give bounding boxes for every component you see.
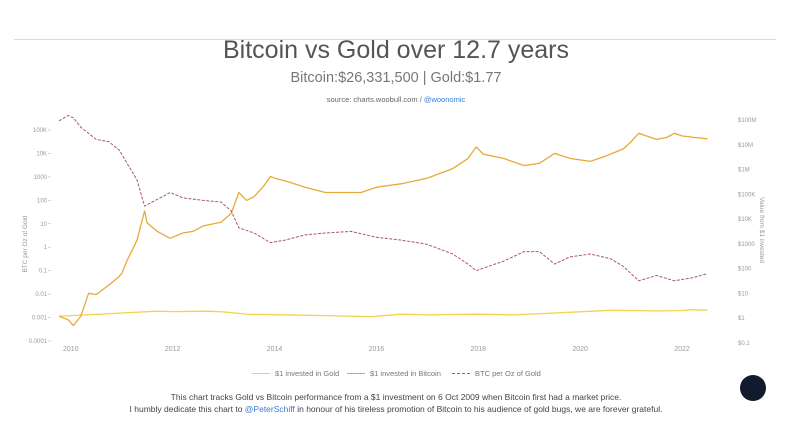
x-tick-label: 2010: [63, 346, 79, 353]
right-tick-label: $1000: [738, 242, 755, 248]
left-tick-label: 100: [37, 198, 48, 204]
left-tick-label: 10K: [36, 151, 47, 157]
footer-line-2-pre: I humbly dedicate this chart to: [129, 404, 245, 414]
legend-swatch-bitcoin: [347, 373, 365, 374]
floating-action-button[interactable]: [740, 375, 766, 401]
right-axis-ticks: $100M $10M $1M $100K $10K $1000 $100 $10 $1 $0.1: [738, 118, 756, 347]
legend-label-bitcoin: $1 invested in Bitcoin: [370, 369, 441, 378]
chart-legend: $1 invested in Gold $1 invested in Bitco…: [0, 369, 792, 381]
left-tick-label: 1000: [34, 175, 48, 181]
left-tick-label: 0.001: [32, 316, 48, 322]
left-tick-label: 0.1: [39, 269, 48, 275]
legend-label-gold: $1 invested in Gold: [275, 369, 340, 378]
x-axis-ticks: 2010 2012 2014 2016 2018 2020 2022: [63, 346, 690, 353]
left-axis-label: BTC per Oz of Gold: [22, 215, 29, 272]
source-prefix: source: charts.woobull.com /: [326, 95, 424, 104]
left-tick-label: 0.01: [35, 292, 47, 298]
right-tick-label: $100M: [738, 118, 756, 124]
right-tick-label: $10K: [738, 217, 752, 223]
chart-lines: [58, 115, 708, 327]
right-tick-label: $1: [738, 316, 745, 322]
left-tick-label: 10: [40, 222, 47, 228]
footer-line-1: This chart tracks Gold vs Bitcoin perfor…: [170, 392, 622, 402]
gold-investment-line: [58, 309, 708, 318]
right-tick-label: $1M: [738, 168, 750, 174]
legend-swatch-btc-per-oz: [452, 373, 470, 374]
chart-title: Bitcoin vs Gold over 12.7 years: [223, 36, 569, 64]
legend-swatch-gold: [252, 373, 270, 374]
x-tick-label: 2018: [470, 346, 486, 353]
chart-source: source: charts.woobull.com / @woonomic: [0, 95, 792, 104]
btc-per-oz-gold-line: [58, 115, 708, 282]
right-axis-label: Value from $1 invested: [758, 197, 765, 263]
left-tick-label: 1: [44, 245, 48, 251]
legend-item-bitcoin[interactable]: $1 invested in Bitcoin: [347, 369, 441, 378]
source-handle-link[interactable]: @woonomic: [423, 95, 466, 104]
chart-footer-note: This chart tracks Gold vs Bitcoin perfor…: [0, 391, 792, 415]
right-tick-label: $100K: [738, 192, 755, 198]
right-tick-label: $10M: [738, 143, 753, 149]
top-divider: [14, 39, 776, 40]
left-tick-label: 0.0001: [29, 339, 48, 345]
bitcoin-investment-line: [58, 132, 708, 327]
footer-line-2: I humbly dedicate this chart to @PeterSc…: [0, 403, 792, 415]
legend-item-btc-per-oz[interactable]: BTC per Oz of Gold: [452, 369, 541, 378]
footer-handle-link[interactable]: @PeterSchiff: [244, 404, 295, 414]
x-tick-label: 2012: [165, 346, 181, 353]
right-tick-label: $100: [738, 267, 752, 273]
chart-subtitle: Bitcoin:$26,331,500 | Gold:$1.77: [290, 70, 502, 86]
legend-label-btc-per-oz: BTC per Oz of Gold: [475, 369, 541, 378]
x-tick-label: 2014: [267, 346, 283, 353]
right-tick-label: $10: [738, 291, 749, 297]
x-tick-label: 2020: [572, 346, 588, 353]
x-tick-label: 2022: [674, 346, 690, 353]
right-tick-label: $0.1: [738, 341, 750, 347]
left-tick-label: 100K: [33, 128, 47, 134]
legend-item-gold[interactable]: $1 invested in Gold: [252, 369, 339, 378]
footer-line-2-post: in honour of his tireless promotion of B…: [294, 404, 663, 414]
left-axis-ticks: 100K 10K 1000 100 10 1 0.1 0.01 0.001 0.0001: [29, 128, 51, 345]
x-tick-label: 2016: [369, 346, 385, 353]
